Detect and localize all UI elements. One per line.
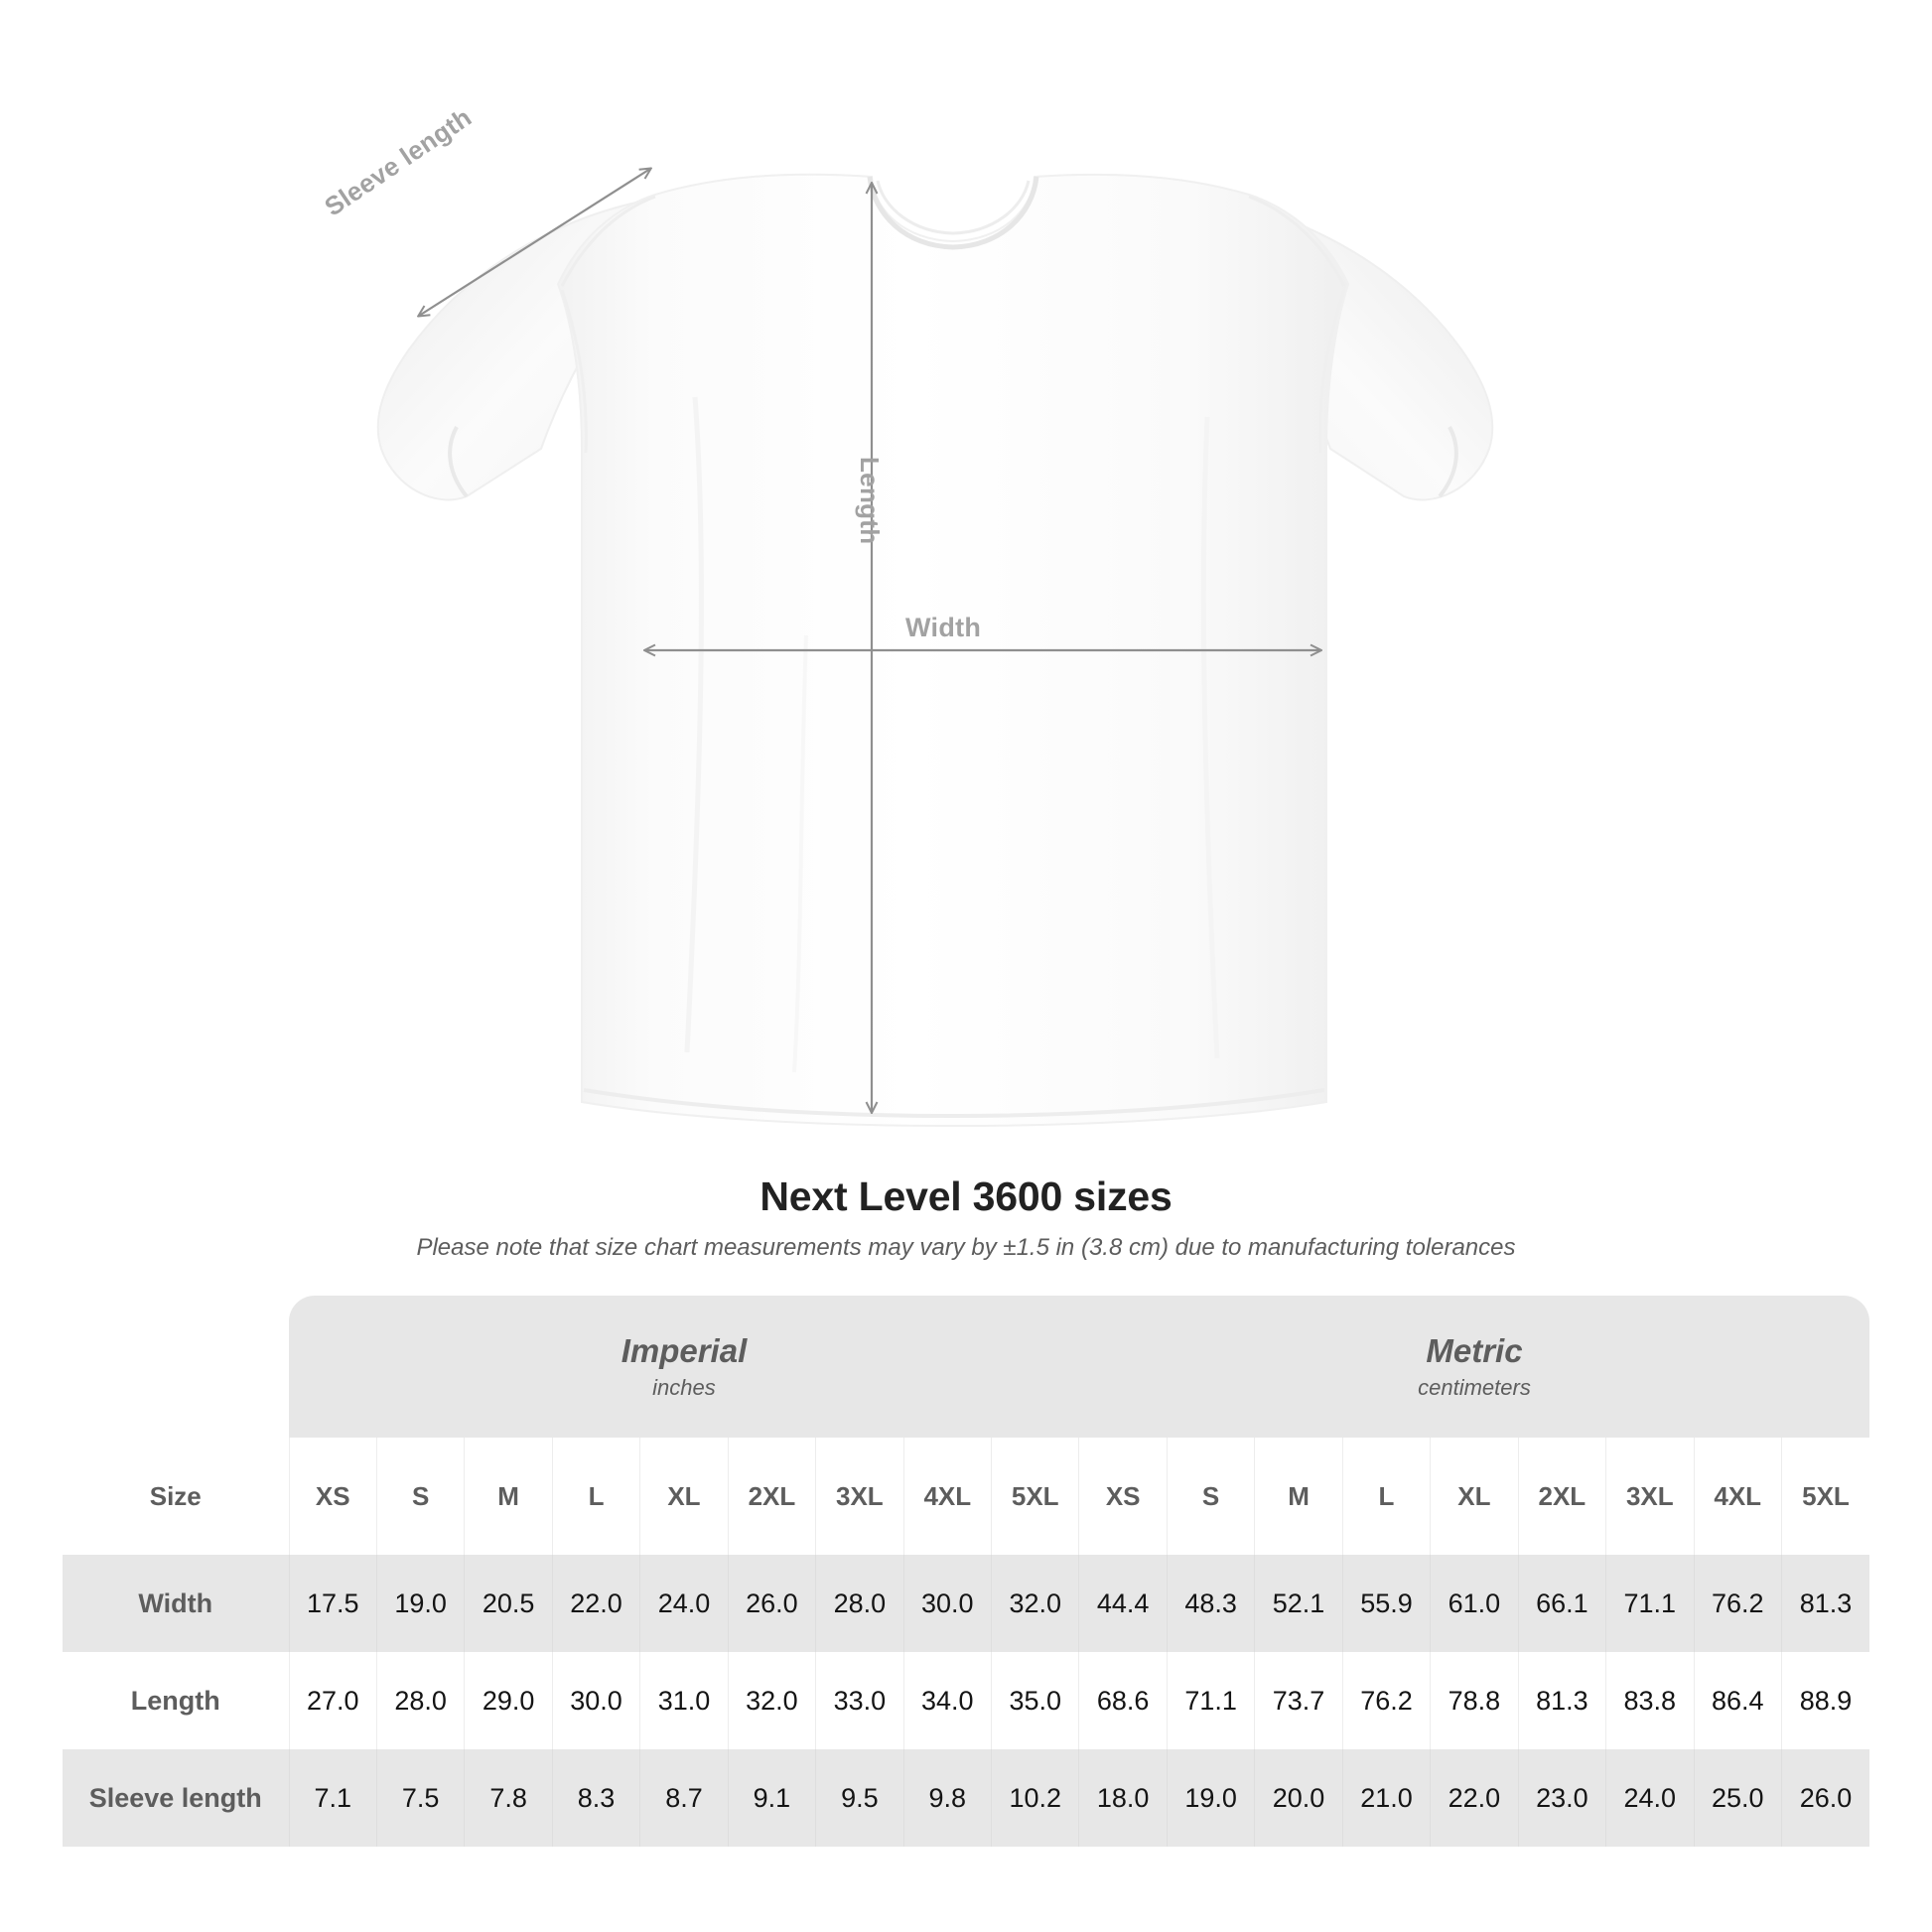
- cell-value: 31.0: [639, 1652, 729, 1749]
- cell-value: 9.8: [903, 1749, 993, 1847]
- size-header-row: Size XS S M L XL 2XL 3XL 4XL 5XL XS S M …: [63, 1438, 1869, 1555]
- cell-value: 7.5: [376, 1749, 466, 1847]
- unit-group-row: Imperial inches Metric centimeters: [63, 1296, 1869, 1438]
- cell-value: 32.0: [728, 1652, 817, 1749]
- length-label: Length: [855, 457, 885, 545]
- size-header-cell: 5XL: [1781, 1438, 1869, 1555]
- size-header-cell: M: [1254, 1438, 1343, 1555]
- cell-value: 68.6: [1078, 1652, 1168, 1749]
- tshirt-graphic: [376, 0, 1494, 1128]
- size-header-cell: L: [1342, 1438, 1432, 1555]
- cell-value: 35.0: [991, 1652, 1080, 1749]
- cell-value: 21.0: [1342, 1749, 1432, 1847]
- table-row: Length 27.0 28.0 29.0 30.0 31.0 32.0 33.…: [63, 1652, 1869, 1749]
- unit-group-imperial-name: Imperial: [621, 1331, 748, 1369]
- cell-value: 71.1: [1605, 1555, 1695, 1652]
- unit-group-metric-name: Metric: [1426, 1331, 1523, 1369]
- page-title: Next Level 3600 sizes: [759, 1173, 1173, 1219]
- cell-value: 73.7: [1254, 1652, 1343, 1749]
- page-subtitle: Please note that size chart measurements…: [416, 1234, 1516, 1261]
- measurement-guides: [419, 169, 1320, 1112]
- sleeve-length-arrow: [419, 169, 650, 316]
- table-row: Width 17.5 19.0 20.5 22.0 24.0 26.0 28.0…: [63, 1555, 1869, 1652]
- unit-group-metric-unit: centimeters: [1418, 1375, 1531, 1401]
- size-header-cell: 2XL: [1518, 1438, 1607, 1555]
- width-label: Width: [905, 613, 982, 642]
- cell-value: 33.0: [815, 1652, 904, 1749]
- size-header-cell: 2XL: [728, 1438, 817, 1555]
- cell-value: 76.2: [1342, 1652, 1432, 1749]
- unit-spacer-cell: [63, 1296, 289, 1438]
- size-header-cell: L: [552, 1438, 641, 1555]
- cell-value: 28.0: [376, 1652, 466, 1749]
- cell-value: 81.3: [1518, 1652, 1607, 1749]
- cell-value: 52.1: [1254, 1555, 1343, 1652]
- cell-value: 19.0: [1167, 1749, 1256, 1847]
- cell-value: 83.8: [1605, 1652, 1695, 1749]
- tshirt-illustration: Sleeve length Length Width: [319, 0, 1494, 1128]
- size-table: Imperial inches Metric centimeters Size …: [63, 1296, 1869, 1847]
- size-header-cell: S: [376, 1438, 466, 1555]
- size-header-cell: M: [464, 1438, 553, 1555]
- cell-value: 78.8: [1430, 1652, 1519, 1749]
- size-header-cell: 3XL: [815, 1438, 904, 1555]
- size-header-cell: 3XL: [1605, 1438, 1695, 1555]
- cell-value: 20.5: [464, 1555, 553, 1652]
- cell-value: 44.4: [1078, 1555, 1168, 1652]
- cell-value: 55.9: [1342, 1555, 1432, 1652]
- cell-value: 34.0: [903, 1652, 993, 1749]
- cell-value: 22.0: [1430, 1749, 1519, 1847]
- size-header-cell: XL: [1430, 1438, 1519, 1555]
- cell-value: 48.3: [1167, 1555, 1256, 1652]
- table-row: Sleeve length 7.1 7.5 7.8 8.3 8.7 9.1 9.…: [63, 1749, 1869, 1847]
- cell-value: 26.0: [1781, 1749, 1869, 1847]
- size-header-cell: 4XL: [1694, 1438, 1782, 1555]
- row-label-sleeve-length: Sleeve length: [63, 1749, 290, 1847]
- cell-value: 26.0: [728, 1555, 817, 1652]
- size-header-cell: XS: [289, 1438, 377, 1555]
- cell-value: 19.0: [376, 1555, 466, 1652]
- cell-value: 71.1: [1167, 1652, 1256, 1749]
- cell-value: 10.2: [991, 1749, 1080, 1847]
- cell-value: 18.0: [1078, 1749, 1168, 1847]
- size-header-cell: 4XL: [903, 1438, 993, 1555]
- size-table-wrapper: Imperial inches Metric centimeters Size …: [63, 1296, 1869, 1847]
- size-header-cell: XS: [1078, 1438, 1168, 1555]
- size-header-label: Size: [63, 1438, 290, 1555]
- cell-value: 88.9: [1781, 1652, 1869, 1749]
- cell-value: 32.0: [991, 1555, 1080, 1652]
- cell-value: 7.8: [464, 1749, 553, 1847]
- cell-value: 61.0: [1430, 1555, 1519, 1652]
- cell-value: 30.0: [552, 1652, 641, 1749]
- size-header-cell: S: [1167, 1438, 1256, 1555]
- cell-value: 81.3: [1781, 1555, 1869, 1652]
- cell-value: 76.2: [1694, 1555, 1782, 1652]
- size-header-cell: XL: [639, 1438, 729, 1555]
- cell-value: 8.3: [552, 1749, 641, 1847]
- unit-group-imperial: Imperial inches: [289, 1296, 1079, 1438]
- cell-value: 29.0: [464, 1652, 553, 1749]
- cell-value: 66.1: [1518, 1555, 1607, 1652]
- cell-value: 27.0: [289, 1652, 377, 1749]
- size-header-cell: 5XL: [991, 1438, 1080, 1555]
- row-label-width: Width: [63, 1555, 290, 1652]
- cell-value: 30.0: [903, 1555, 993, 1652]
- cell-value: 20.0: [1254, 1749, 1343, 1847]
- cell-value: 7.1: [289, 1749, 377, 1847]
- cell-value: 9.1: [728, 1749, 817, 1847]
- cell-value: 17.5: [289, 1555, 377, 1652]
- cell-value: 22.0: [552, 1555, 641, 1652]
- row-label-length: Length: [63, 1652, 290, 1749]
- cell-value: 23.0: [1518, 1749, 1607, 1847]
- cell-value: 8.7: [639, 1749, 729, 1847]
- cell-value: 25.0: [1694, 1749, 1782, 1847]
- cell-value: 86.4: [1694, 1652, 1782, 1749]
- cell-value: 28.0: [815, 1555, 904, 1652]
- cell-value: 24.0: [639, 1555, 729, 1652]
- cell-value: 24.0: [1605, 1749, 1695, 1847]
- unit-group-metric: Metric centimeters: [1078, 1296, 1869, 1438]
- cell-value: 9.5: [815, 1749, 904, 1847]
- unit-group-imperial-unit: inches: [652, 1375, 716, 1401]
